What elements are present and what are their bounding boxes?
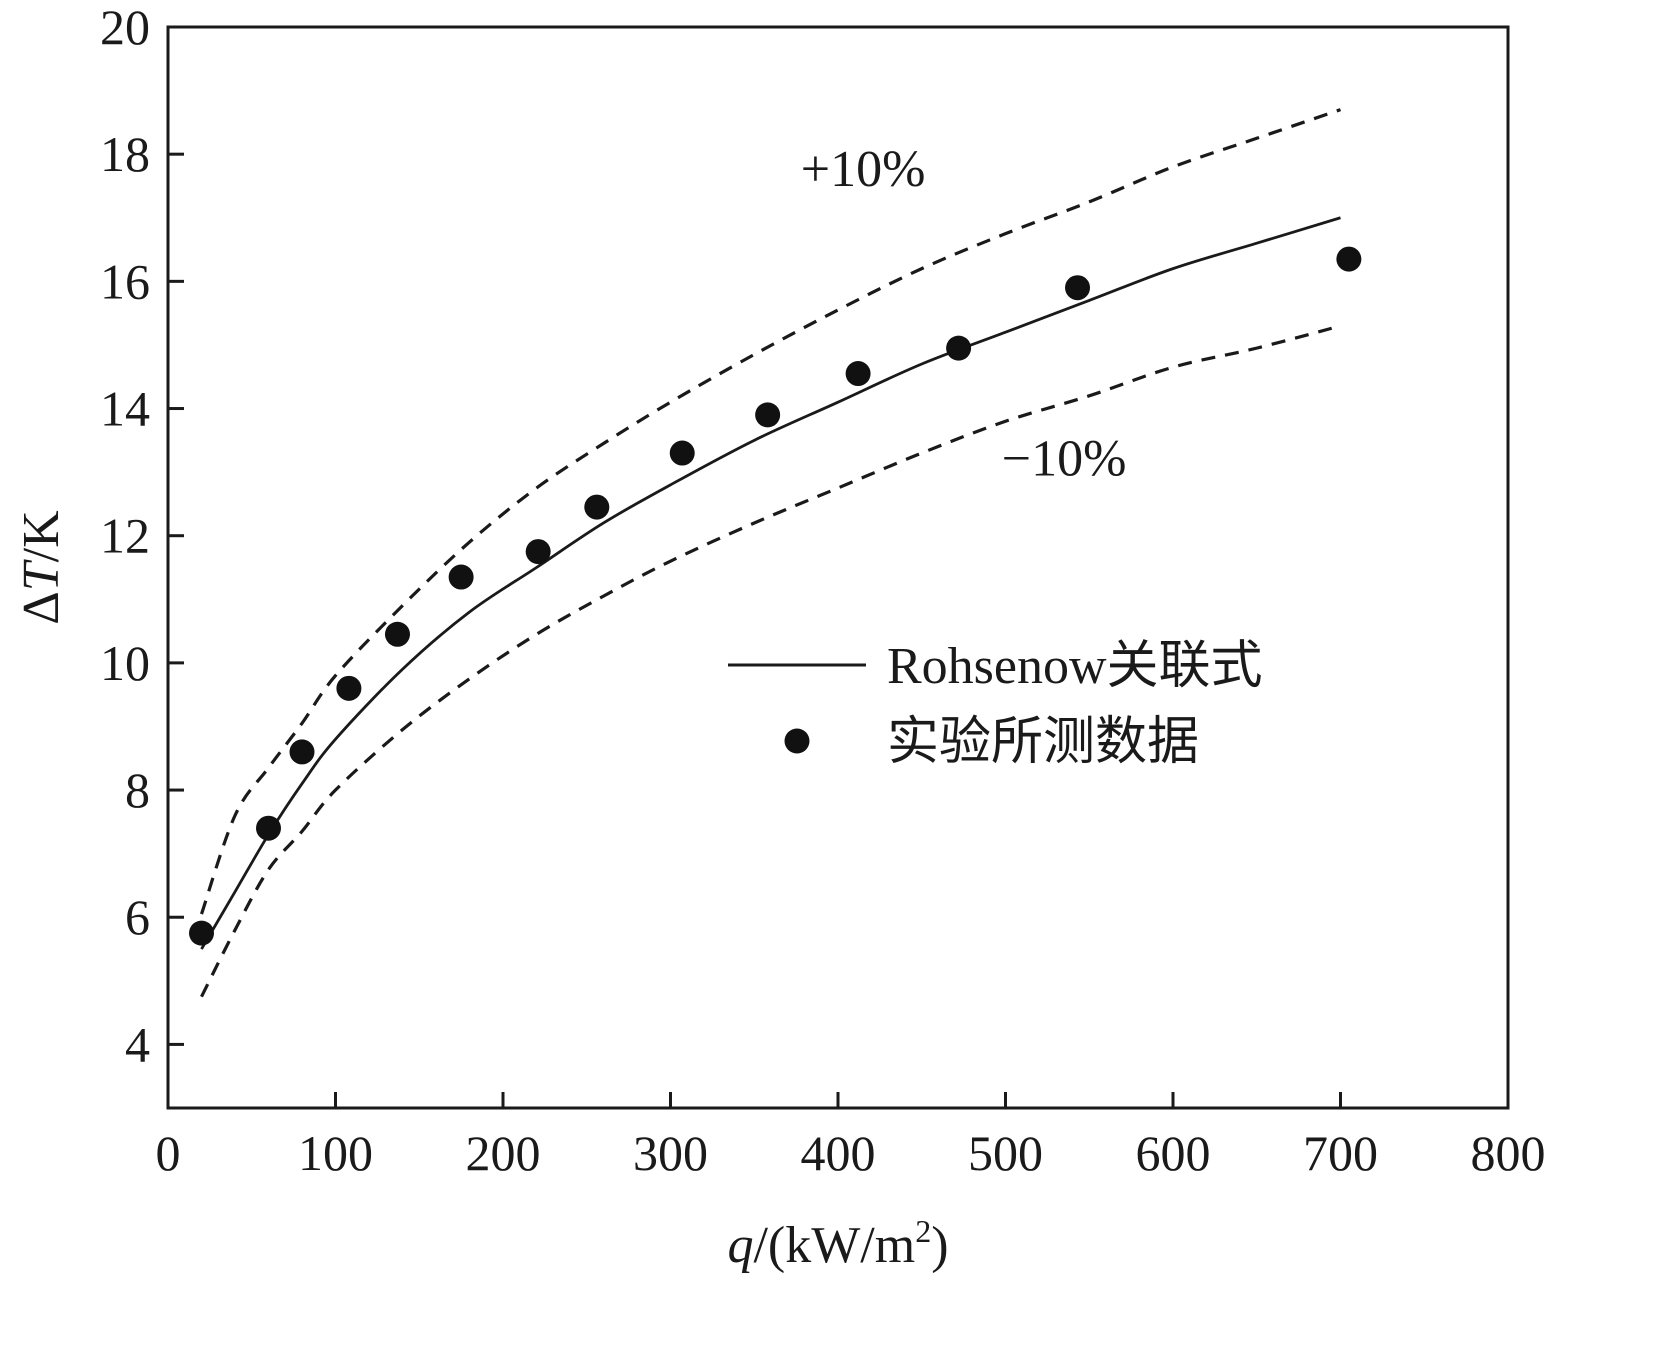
legend-label-rohsenow: Rohsenow关联式 bbox=[887, 638, 1263, 695]
data-point bbox=[1065, 275, 1091, 301]
band-annotation: +10% bbox=[801, 141, 926, 198]
annotation-layer: +10% −10% bbox=[801, 141, 1127, 487]
y-tick-label: 10 bbox=[100, 635, 150, 691]
data-point bbox=[845, 361, 871, 387]
band-annotation: −10% bbox=[1002, 430, 1127, 487]
x-tick-label: 0 bbox=[156, 1125, 181, 1181]
data-point bbox=[189, 920, 214, 946]
y-tick-label: 12 bbox=[100, 508, 150, 564]
legend-label-experiment: 实验所测数据 bbox=[887, 714, 1199, 771]
y-tick-label: 4 bbox=[125, 1016, 150, 1072]
x-tick-label: 100 bbox=[298, 1125, 373, 1181]
dashed-bound-line-3 bbox=[200, 324, 1341, 998]
x-tick-label: 800 bbox=[1471, 1125, 1546, 1181]
y-axis-title: ΔT/K bbox=[13, 510, 70, 625]
data-point bbox=[584, 494, 610, 520]
data-point bbox=[336, 675, 362, 701]
data-point bbox=[669, 440, 695, 466]
x-tick-label: 200 bbox=[466, 1125, 541, 1181]
solid-correlation-line bbox=[200, 216, 1341, 950]
data-point bbox=[256, 815, 281, 841]
data-point bbox=[448, 564, 474, 590]
legend-marker-swatch bbox=[784, 728, 810, 754]
y-tick-label: 6 bbox=[125, 889, 150, 945]
y-tick-label: 14 bbox=[100, 381, 150, 437]
data-point bbox=[946, 335, 972, 361]
series-layer bbox=[189, 108, 1362, 998]
data-point bbox=[1336, 246, 1362, 272]
y-tick-label: 18 bbox=[100, 126, 150, 182]
data-point bbox=[755, 402, 781, 428]
x-tick-label: 600 bbox=[1136, 1125, 1211, 1181]
dashed-bound-line-2 bbox=[199, 108, 1342, 915]
y-tick-label: 20 bbox=[100, 0, 150, 55]
data-point bbox=[525, 539, 551, 565]
x-tick-label: 700 bbox=[1303, 1125, 1378, 1181]
y-tick-label: 16 bbox=[100, 253, 150, 309]
y-tick-label: 8 bbox=[125, 762, 150, 818]
x-tick-label: 400 bbox=[801, 1125, 876, 1181]
data-point bbox=[289, 739, 315, 765]
x-tick-label: 300 bbox=[633, 1125, 708, 1181]
ticks-layer: 0 100 200 300 400 500 600 700 800 4 6 8 10 12 14 16 18 20 bbox=[100, 0, 1546, 1181]
data-point bbox=[384, 621, 410, 647]
x-axis-title: q/(kW/m2) bbox=[727, 1213, 948, 1274]
x-tick-label: 500 bbox=[968, 1125, 1043, 1181]
